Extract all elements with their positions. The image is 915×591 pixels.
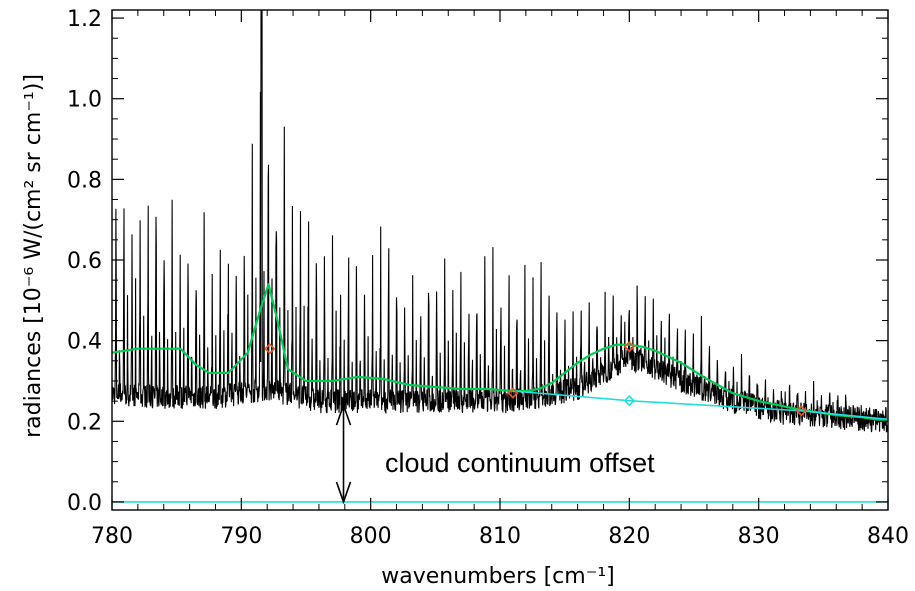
y-tick-label: 1.2: [67, 7, 102, 32]
y-tick-label: 0.4: [67, 330, 102, 355]
y-axis-title: radiances [10⁻⁶ W/(cm² sr cm⁻¹)]: [21, 74, 46, 438]
tick-labels: 780 790 800 810 820 830 840 0.0 0.2 0.4 0.6 0.8 1.0 1…: [67, 7, 909, 549]
y-tick-label: 0.8: [67, 168, 102, 193]
annotation-cloud-continuum-offset: cloud continuum offset: [385, 448, 655, 478]
diamond-marker-0: [264, 343, 276, 355]
x-tick-label: 830: [738, 524, 780, 549]
y-tick-label: 1.0: [67, 88, 102, 113]
diamond-marker-1: [507, 387, 519, 399]
offset-double-arrow: [335, 402, 352, 505]
x-tick-label: 820: [608, 524, 650, 549]
continuum-line: [512, 390, 888, 421]
diamond-marker-3: [795, 405, 807, 417]
axes-layer: [111, 9, 889, 511]
y-tick-label: 0.2: [67, 410, 102, 435]
y-tick-label: 0.6: [67, 249, 102, 274]
x-tick-label: 780: [91, 524, 133, 549]
x-axis-title: wavenumbers [cm⁻¹]: [381, 564, 614, 589]
y-tick-label: 0.0: [67, 491, 102, 516]
diamond-marker-2: [623, 341, 635, 353]
x-tick-label: 840: [867, 524, 909, 549]
diamond-marker-4: [623, 395, 635, 407]
x-tick-label: 790: [220, 524, 262, 549]
observed-spectrum-line: [112, 10, 888, 433]
x-tick-label: 800: [350, 524, 392, 549]
x-tick-label: 810: [479, 524, 521, 549]
